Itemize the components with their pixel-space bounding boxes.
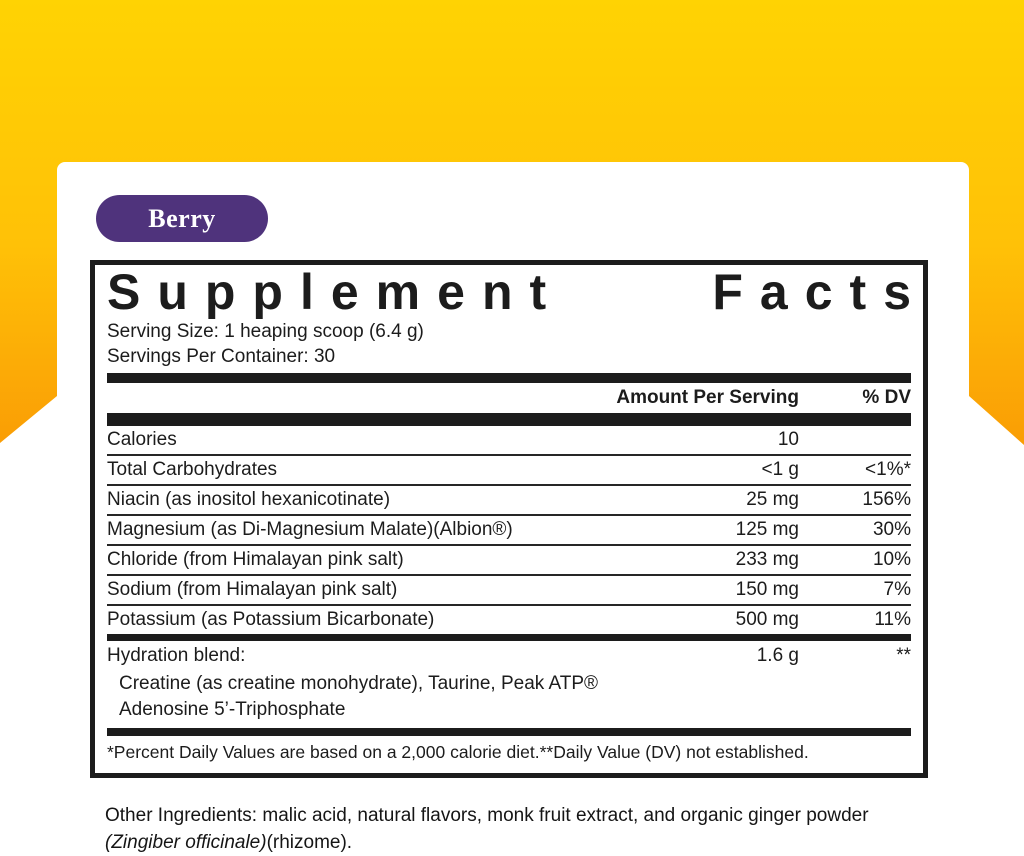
blend-amount: 1.6 g [756, 645, 799, 666]
nutrient-dv: 10% [872, 549, 911, 570]
nutrient-amount: 125 mg [735, 519, 799, 540]
header-amount-per-serving: Amount Per Serving [616, 387, 799, 408]
blend-ingredients-line: Creatine (as creatine monohydrate), Taur… [119, 673, 599, 694]
table-row: Chloride (from Himalayan pink salt) 233 … [107, 544, 911, 574]
header-percent-dv: % DV [862, 387, 911, 408]
nutrient-dv: 30% [872, 519, 911, 540]
nutrient-name: Potassium (as Potassium Bicarbonate) [107, 609, 435, 630]
nutrient-name: Calories [107, 429, 177, 450]
other-ingredients: Other Ingredients: malic acid, natural f… [105, 803, 905, 856]
table-row: Potassium (as Potassium Bicarbonate) 500… [107, 604, 911, 634]
blend-name: Hydration blend: [107, 645, 246, 666]
nutrient-dv: 7% [883, 579, 911, 600]
servings-per-container: Servings Per Container: 30 [107, 346, 336, 367]
nutrient-amount: 150 mg [735, 579, 799, 600]
blend-ingredients-line: Adenosine 5’-Triphosphate [119, 699, 346, 720]
nutrient-name: Total Carbohydrates [107, 459, 278, 480]
daily-value-footnote: *Percent Daily Values are based on a 2,0… [107, 742, 809, 762]
blend-row: Hydration blend: 1.6 g ** [107, 641, 911, 671]
nutrient-name: Sodium (from Himalayan pink salt) [107, 579, 398, 600]
divider-bar-thick [107, 373, 911, 383]
nutrient-name: Chloride (from Himalayan pink salt) [107, 549, 404, 570]
product-label-card: Berry Supplement Facts Serving Size: 1 h… [57, 162, 969, 853]
table-row: Niacin (as inositol hexanicotinate) 25 m… [107, 484, 911, 514]
divider-bar-thick [107, 728, 911, 736]
nutrient-name: Niacin (as inositol hexanicotinate) [107, 489, 391, 510]
table-row: Total Carbohydrates <1 g <1%* [107, 454, 911, 484]
table-row: Calories 10 [107, 426, 911, 454]
other-ingredients-suffix: (rhizome). [266, 831, 353, 853]
nutrient-dv: 156% [862, 489, 911, 510]
flavor-badge-label: Berry [148, 203, 216, 233]
nutrient-amount: <1 g [761, 459, 799, 480]
nutrient-amount: 25 mg [746, 489, 799, 510]
latin-name: (Zingiber officinale) [105, 831, 267, 853]
divider-bar-thick [107, 413, 911, 426]
blend-dv: ** [896, 645, 911, 666]
table-row: Magnesium (as Di-Magnesium Malate)(Albio… [107, 514, 911, 544]
divider-bar-medium [107, 634, 911, 641]
nutrient-table: Calories 10 Total Carbohydrates <1 g <1%… [107, 426, 911, 634]
flavor-badge: Berry [96, 195, 268, 242]
nutrient-dv: 11% [874, 609, 911, 630]
table-row: Sodium (from Himalayan pink salt) 150 mg… [107, 574, 911, 604]
table-header-row: Amount Per Serving % DV [107, 383, 911, 413]
panel-title: Supplement Facts [107, 267, 928, 319]
nutrient-amount: 233 mg [735, 549, 799, 570]
serving-size: Serving Size: 1 heaping scoop (6.4 g) [107, 321, 424, 342]
nutrient-amount: 10 [777, 429, 799, 450]
nutrient-amount: 500 mg [735, 609, 799, 630]
nutrient-dv: <1%* [865, 459, 911, 480]
nutrient-name: Magnesium (as Di-Magnesium Malate)(Albio… [107, 519, 513, 540]
supplement-facts-panel: Supplement Facts Serving Size: 1 heaping… [90, 260, 928, 778]
other-ingredients-text: Other Ingredients: malic acid, natural f… [105, 805, 869, 826]
